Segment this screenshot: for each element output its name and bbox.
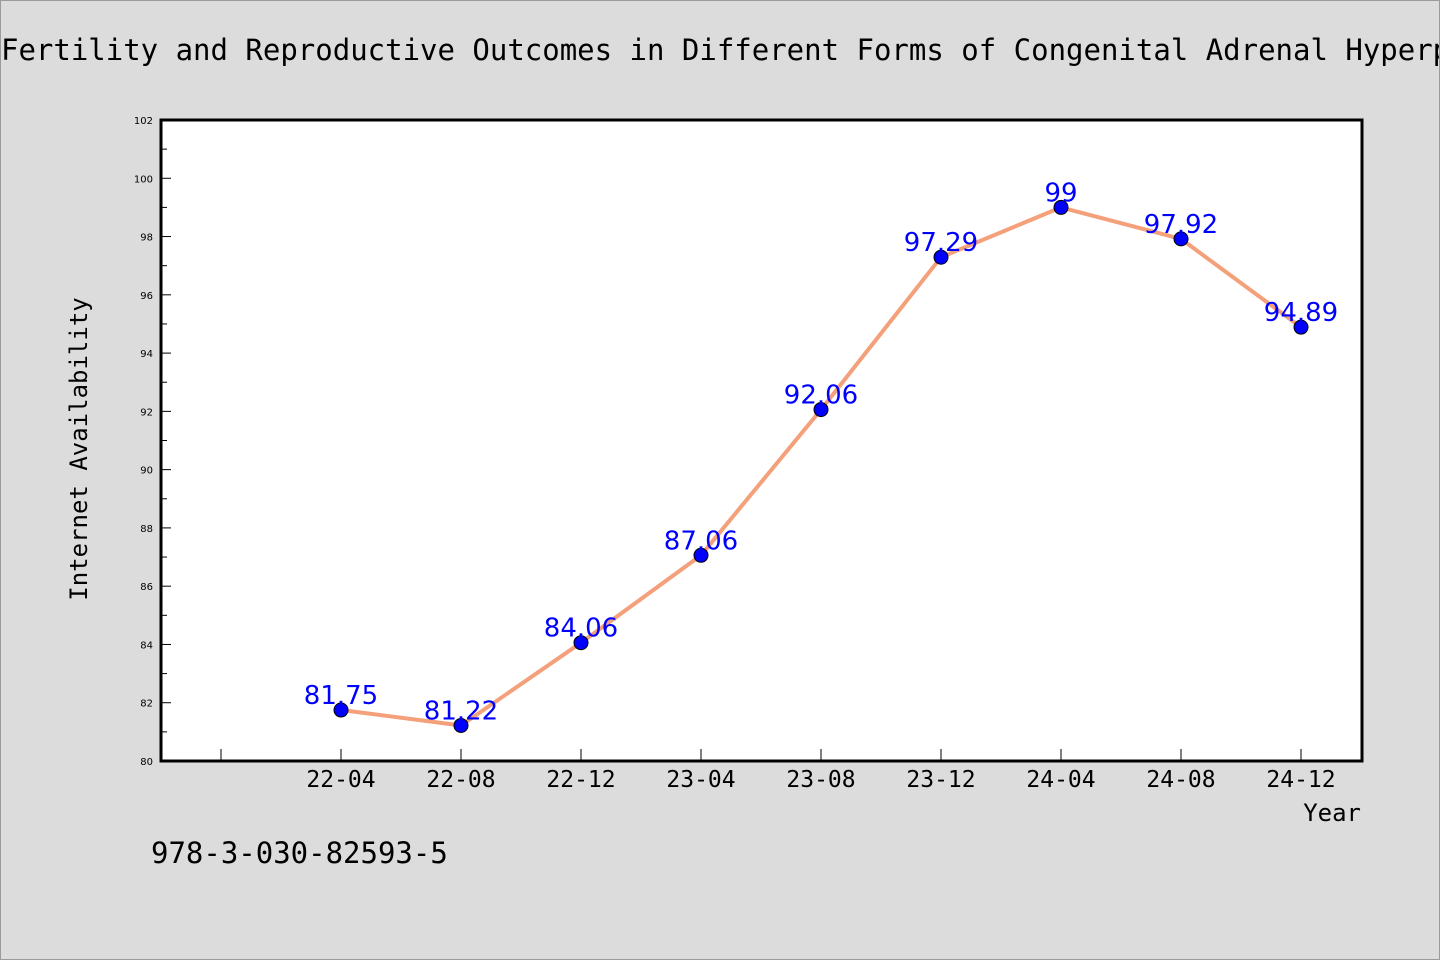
y-tick-label: 82 (140, 699, 153, 710)
x-tick-label: 24-04 (1026, 767, 1095, 793)
y-axis: 80 82 84 86 88 90 92 94 96 98 100 102 (134, 116, 171, 768)
data-point (573, 635, 589, 651)
y-tick-label: 84 (140, 640, 153, 651)
data-point (453, 717, 469, 733)
data-label: 94.89 (1264, 298, 1338, 328)
series-group: 81.75 81.22 84.06 87.06 92.06 97.29 99 97.92 94.… (304, 178, 1338, 733)
data-label: 99 (1044, 178, 1077, 208)
x-tick-label: 22-04 (306, 767, 375, 793)
y-tick-label: 98 (140, 233, 153, 244)
x-tick-label: 24-12 (1266, 767, 1335, 793)
x-tick-label: 24-08 (1146, 767, 1215, 793)
y-tick-label: 90 (140, 466, 153, 477)
y-tick-label: 102 (134, 116, 153, 127)
data-label: 97.92 (1144, 210, 1218, 240)
data-label: 92.06 (784, 381, 858, 411)
footnote-isbn: 978-3-030-82593-5 (151, 836, 448, 870)
data-point (1173, 231, 1189, 247)
y-tick-label: 100 (134, 174, 153, 185)
y-axis-label: Internet Availability (65, 297, 93, 600)
y-tick-label: 86 (140, 582, 153, 593)
data-point (333, 702, 349, 718)
data-label: 81.75 (304, 681, 378, 711)
data-point (1053, 199, 1069, 215)
data-point (693, 547, 709, 563)
x-tick-label: 23-04 (666, 767, 735, 793)
data-point (1293, 319, 1309, 335)
x-axis: 22-04 22-08 22-12 23-04 23-08 23-12 24-04 24-08… (220, 749, 1336, 793)
data-label: 97.29 (904, 228, 978, 258)
y-tick-label: 94 (140, 349, 153, 360)
data-label: 81.22 (424, 696, 498, 726)
x-tick-label: 22-08 (426, 767, 495, 793)
y-tick-label: 96 (140, 291, 153, 302)
data-label: 84.06 (544, 614, 618, 644)
x-tick-label: 23-08 (786, 767, 855, 793)
data-point (813, 402, 829, 418)
y-tick-label: 88 (140, 524, 153, 535)
y-tick-label: 80 (140, 757, 153, 768)
x-tick-label: 23-12 (906, 767, 975, 793)
data-label: 87.06 (664, 526, 738, 556)
x-tick-label: 22-12 (546, 767, 615, 793)
chart-title: Fertility and Reproductive Outcomes in D… (1, 33, 1440, 67)
y-tick-label: 92 (140, 407, 153, 418)
x-axis-label: Year (1303, 799, 1361, 827)
plot-area (159, 118, 1364, 763)
data-point (933, 249, 949, 265)
